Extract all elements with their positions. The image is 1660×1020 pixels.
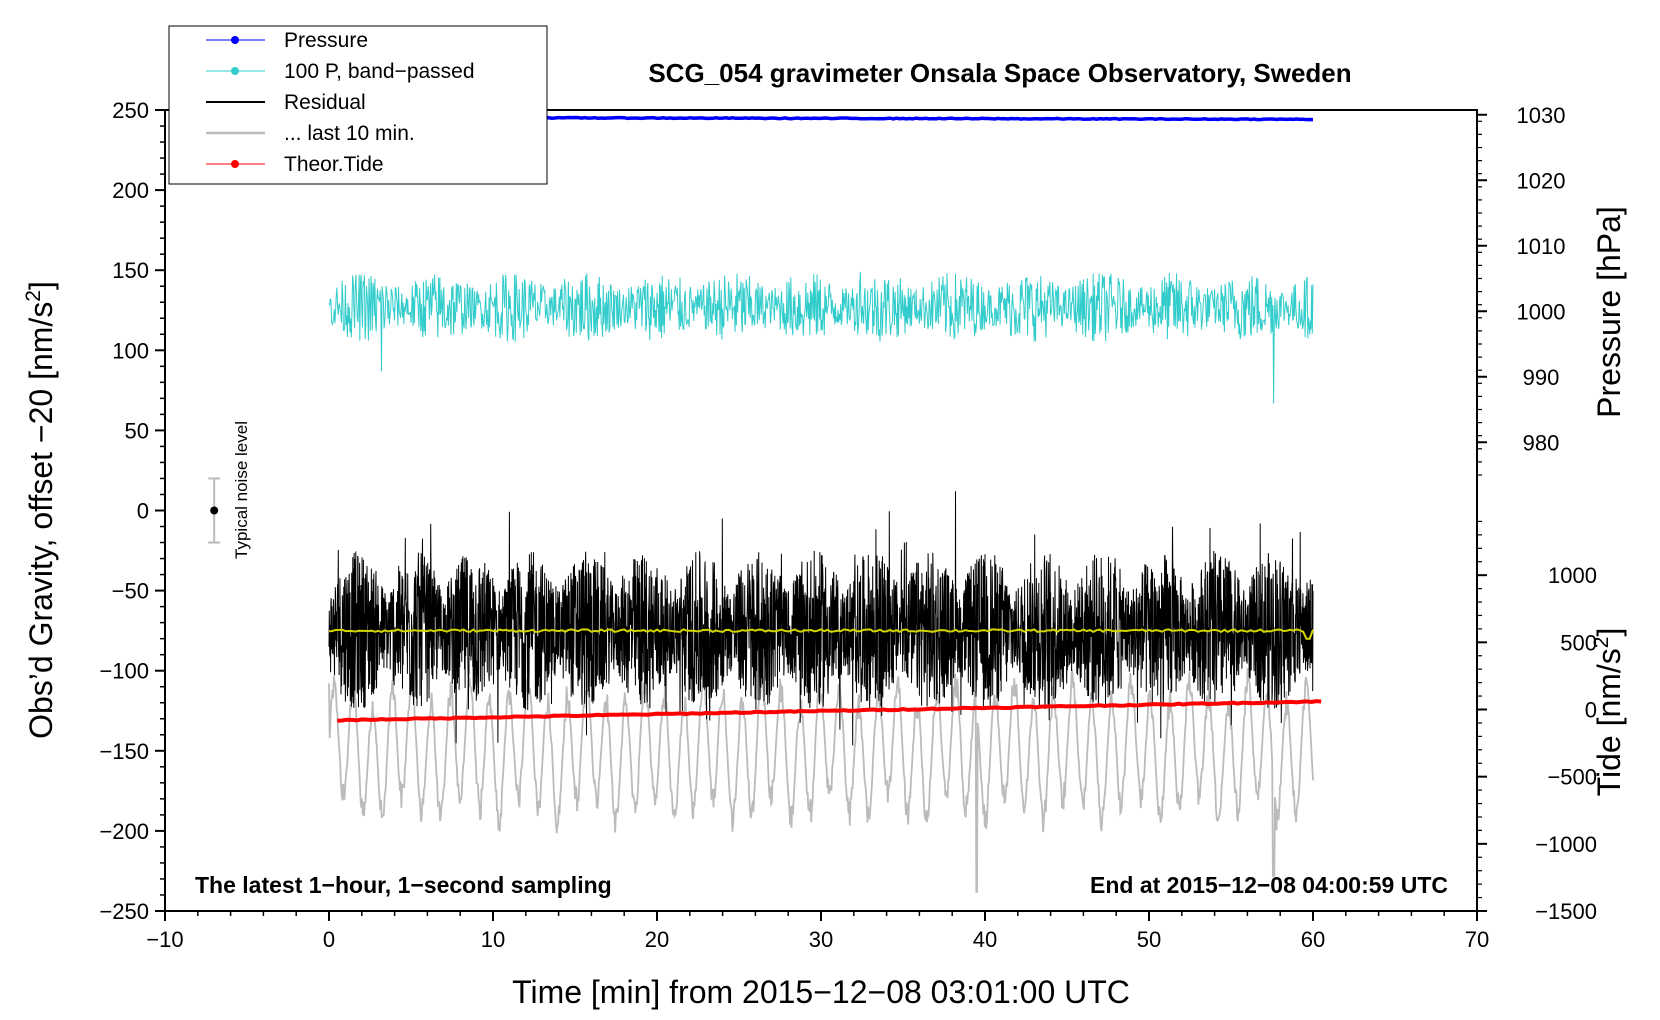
- series-pressure-band-passed: [328, 271, 1314, 404]
- y-tick-label: −150: [99, 739, 149, 764]
- y-tick-label: −200: [99, 819, 149, 844]
- noise-bar-center: [210, 506, 219, 515]
- tide-tick-label: 500: [1560, 630, 1597, 655]
- y-axis-pressure-title: Pressure [hPa]: [1591, 206, 1627, 418]
- x-tick-label: 30: [809, 927, 833, 952]
- y-tick-label: −50: [112, 579, 149, 604]
- legend: Pressure 100 P, band−passed Residual ... la…: [168, 25, 548, 185]
- x-axis-title: Time [min] from 2015−12−08 03:01:00 UTC: [512, 974, 1130, 1010]
- y-tick-label: 250: [112, 98, 149, 123]
- x-tick-label: 10: [481, 927, 505, 952]
- pressure-tick-label: 1030: [1517, 103, 1566, 128]
- y-tick-label: 50: [125, 418, 149, 443]
- y-axis-left-title: Obs’d Gravity, offset −20 [nm/s2]: [22, 281, 59, 739]
- legend-box: [168, 25, 548, 185]
- y-tick-label: 0: [137, 499, 149, 524]
- y-tick-label: −100: [99, 659, 149, 684]
- x-tick-label: 70: [1465, 927, 1489, 952]
- y-tick-label: 150: [112, 258, 149, 283]
- y-axis-tide: −1500 −1000 −500 0 500 1000: [1477, 520, 1597, 924]
- y-axis-tide-title: Tide [nm/s2]: [1590, 628, 1627, 797]
- series-last-10-min: [328, 667, 1314, 893]
- series-layer: [328, 115, 1322, 893]
- y-tick-label: −250: [99, 899, 149, 924]
- y-axis-pressure: 980 990 1000 1010 1020 1030: [1477, 103, 1566, 476]
- series-residual: [328, 491, 1314, 746]
- series-theoretical-tide: [337, 699, 1322, 723]
- legend-label: ... last 10 min.: [284, 122, 415, 145]
- y-tick-label: 100: [112, 338, 149, 363]
- x-tick-label: 50: [1137, 927, 1161, 952]
- tide-tick-label: −500: [1547, 765, 1597, 790]
- note-end-time: End at 2015−12−08 04:00:59 UTC: [1090, 872, 1448, 898]
- tide-tick-label: 1000: [1548, 563, 1597, 588]
- series-residual-mean: [328, 628, 1314, 640]
- note-latest-hour: The latest 1−hour, 1−second sampling: [195, 872, 612, 898]
- noise-level-label: Typical noise level: [232, 421, 251, 559]
- legend-label: 100 P, band−passed: [284, 60, 475, 83]
- chart-title: SCG_054 gravimeter Onsala Space Observat…: [648, 58, 1351, 88]
- y-tick-label: 200: [112, 178, 149, 203]
- legend-marker: [231, 36, 239, 44]
- x-tick-label: 40: [973, 927, 997, 952]
- tide-tick-label: −1000: [1535, 832, 1597, 857]
- legend-marker: [231, 67, 239, 75]
- y-axis-left: −250 −200 −150 −100 −50 0 50 100 150 200 250: [99, 98, 165, 924]
- pressure-tick-label: 1000: [1517, 299, 1566, 324]
- pressure-tick-label: 990: [1523, 365, 1560, 390]
- pressure-tick-label: 1020: [1517, 168, 1566, 193]
- x-tick-label: 20: [645, 927, 669, 952]
- x-tick-label: 60: [1301, 927, 1325, 952]
- noise-level-indicator: [208, 477, 221, 544]
- legend-marker: [231, 160, 239, 168]
- legend-label: Theor.Tide: [284, 153, 384, 176]
- tide-tick-label: 0: [1585, 698, 1597, 723]
- x-tick-label: 0: [323, 927, 335, 952]
- legend-label: Residual: [284, 91, 366, 114]
- pressure-tick-label: 1010: [1517, 234, 1566, 259]
- tide-tick-label: −1500: [1535, 899, 1597, 924]
- pressure-tick-label: 980: [1523, 430, 1560, 455]
- x-axis: −10 0 10 20 30 40 50 60 70: [146, 911, 1489, 952]
- x-tick-label: −10: [146, 927, 183, 952]
- legend-label: Pressure: [284, 29, 368, 52]
